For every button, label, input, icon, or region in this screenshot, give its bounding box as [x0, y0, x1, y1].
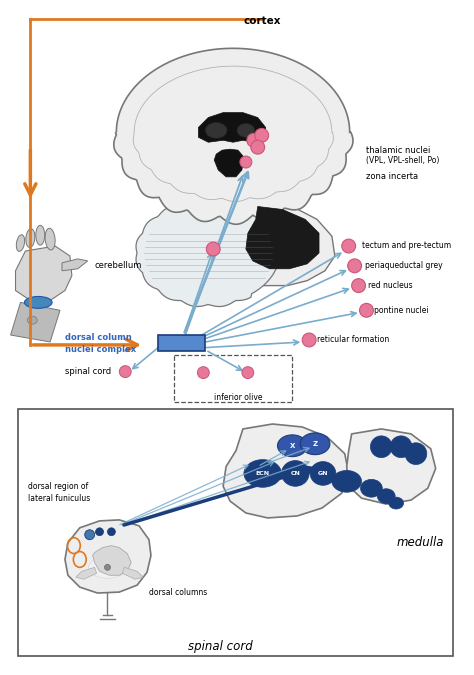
Ellipse shape	[277, 435, 307, 456]
Ellipse shape	[36, 225, 45, 245]
Polygon shape	[10, 302, 60, 342]
Text: pontine nuclei: pontine nuclei	[374, 306, 429, 315]
Circle shape	[302, 333, 316, 347]
Polygon shape	[62, 259, 88, 271]
Text: Z: Z	[312, 441, 318, 447]
Circle shape	[85, 530, 95, 540]
Bar	[18, 409, 454, 656]
Ellipse shape	[26, 229, 35, 248]
Ellipse shape	[361, 479, 383, 497]
Ellipse shape	[332, 470, 362, 492]
Circle shape	[255, 128, 269, 142]
Ellipse shape	[310, 462, 336, 485]
Ellipse shape	[16, 235, 25, 251]
Circle shape	[206, 242, 220, 256]
Text: inferior olive: inferior olive	[214, 393, 262, 402]
Text: gr: gr	[108, 529, 115, 534]
Text: lateral funiculus: lateral funiculus	[28, 493, 91, 503]
Ellipse shape	[377, 489, 395, 504]
Text: dorsal column: dorsal column	[65, 333, 132, 342]
Ellipse shape	[89, 556, 126, 578]
Bar	[173, 355, 292, 402]
Text: dorsal region of: dorsal region of	[28, 482, 89, 491]
Polygon shape	[136, 199, 280, 306]
Text: cerebellum: cerebellum	[95, 261, 142, 270]
Circle shape	[390, 436, 412, 458]
Text: GN: GN	[318, 471, 328, 476]
Text: zona incerta: zona incerta	[366, 172, 419, 182]
Polygon shape	[346, 429, 436, 504]
Text: ECN: ECN	[255, 471, 270, 476]
Circle shape	[352, 279, 365, 292]
Text: cr: cr	[94, 531, 100, 535]
Text: nuclei complex: nuclei complex	[65, 346, 136, 354]
Circle shape	[371, 436, 392, 458]
Circle shape	[405, 443, 427, 464]
Text: reticular formation: reticular formation	[317, 335, 389, 344]
Text: cortex: cortex	[244, 16, 282, 26]
Ellipse shape	[237, 124, 255, 137]
Polygon shape	[92, 545, 131, 575]
Text: thalamic nuclei: thalamic nuclei	[366, 146, 431, 155]
Polygon shape	[16, 246, 72, 300]
Circle shape	[198, 367, 210, 379]
Ellipse shape	[25, 296, 52, 308]
Text: (VPL, VPL-shell, Po): (VPL, VPL-shell, Po)	[366, 155, 440, 165]
Circle shape	[104, 564, 110, 570]
Text: tectum and pre-tectum: tectum and pre-tectum	[362, 240, 451, 250]
Bar	[158, 335, 205, 352]
Ellipse shape	[205, 122, 227, 138]
Ellipse shape	[27, 317, 37, 324]
Circle shape	[108, 528, 115, 536]
Circle shape	[247, 134, 261, 147]
Polygon shape	[76, 568, 97, 579]
Ellipse shape	[300, 433, 330, 455]
Circle shape	[240, 156, 252, 168]
Text: spinal cord: spinal cord	[188, 640, 253, 653]
Circle shape	[96, 528, 103, 536]
Circle shape	[119, 366, 131, 377]
Circle shape	[251, 140, 264, 154]
Text: CN: CN	[291, 471, 300, 476]
Text: red nucleus: red nucleus	[368, 281, 413, 290]
Polygon shape	[65, 520, 151, 593]
Circle shape	[342, 239, 356, 253]
Circle shape	[360, 303, 374, 317]
Polygon shape	[114, 49, 353, 224]
Polygon shape	[167, 194, 335, 286]
Text: X: X	[290, 443, 295, 449]
Polygon shape	[122, 568, 143, 579]
Polygon shape	[214, 149, 244, 177]
Ellipse shape	[45, 228, 55, 250]
Polygon shape	[246, 207, 319, 269]
Ellipse shape	[389, 497, 403, 509]
Polygon shape	[223, 424, 349, 518]
Circle shape	[242, 367, 254, 379]
Text: medulla: medulla	[396, 536, 444, 549]
Circle shape	[348, 259, 362, 273]
Ellipse shape	[282, 460, 309, 486]
Polygon shape	[199, 113, 265, 142]
Ellipse shape	[244, 460, 282, 487]
Text: periaqueductal grey: periaqueductal grey	[365, 261, 442, 270]
Text: spinal cord: spinal cord	[65, 367, 111, 376]
Text: dorsal columns: dorsal columns	[149, 587, 207, 597]
